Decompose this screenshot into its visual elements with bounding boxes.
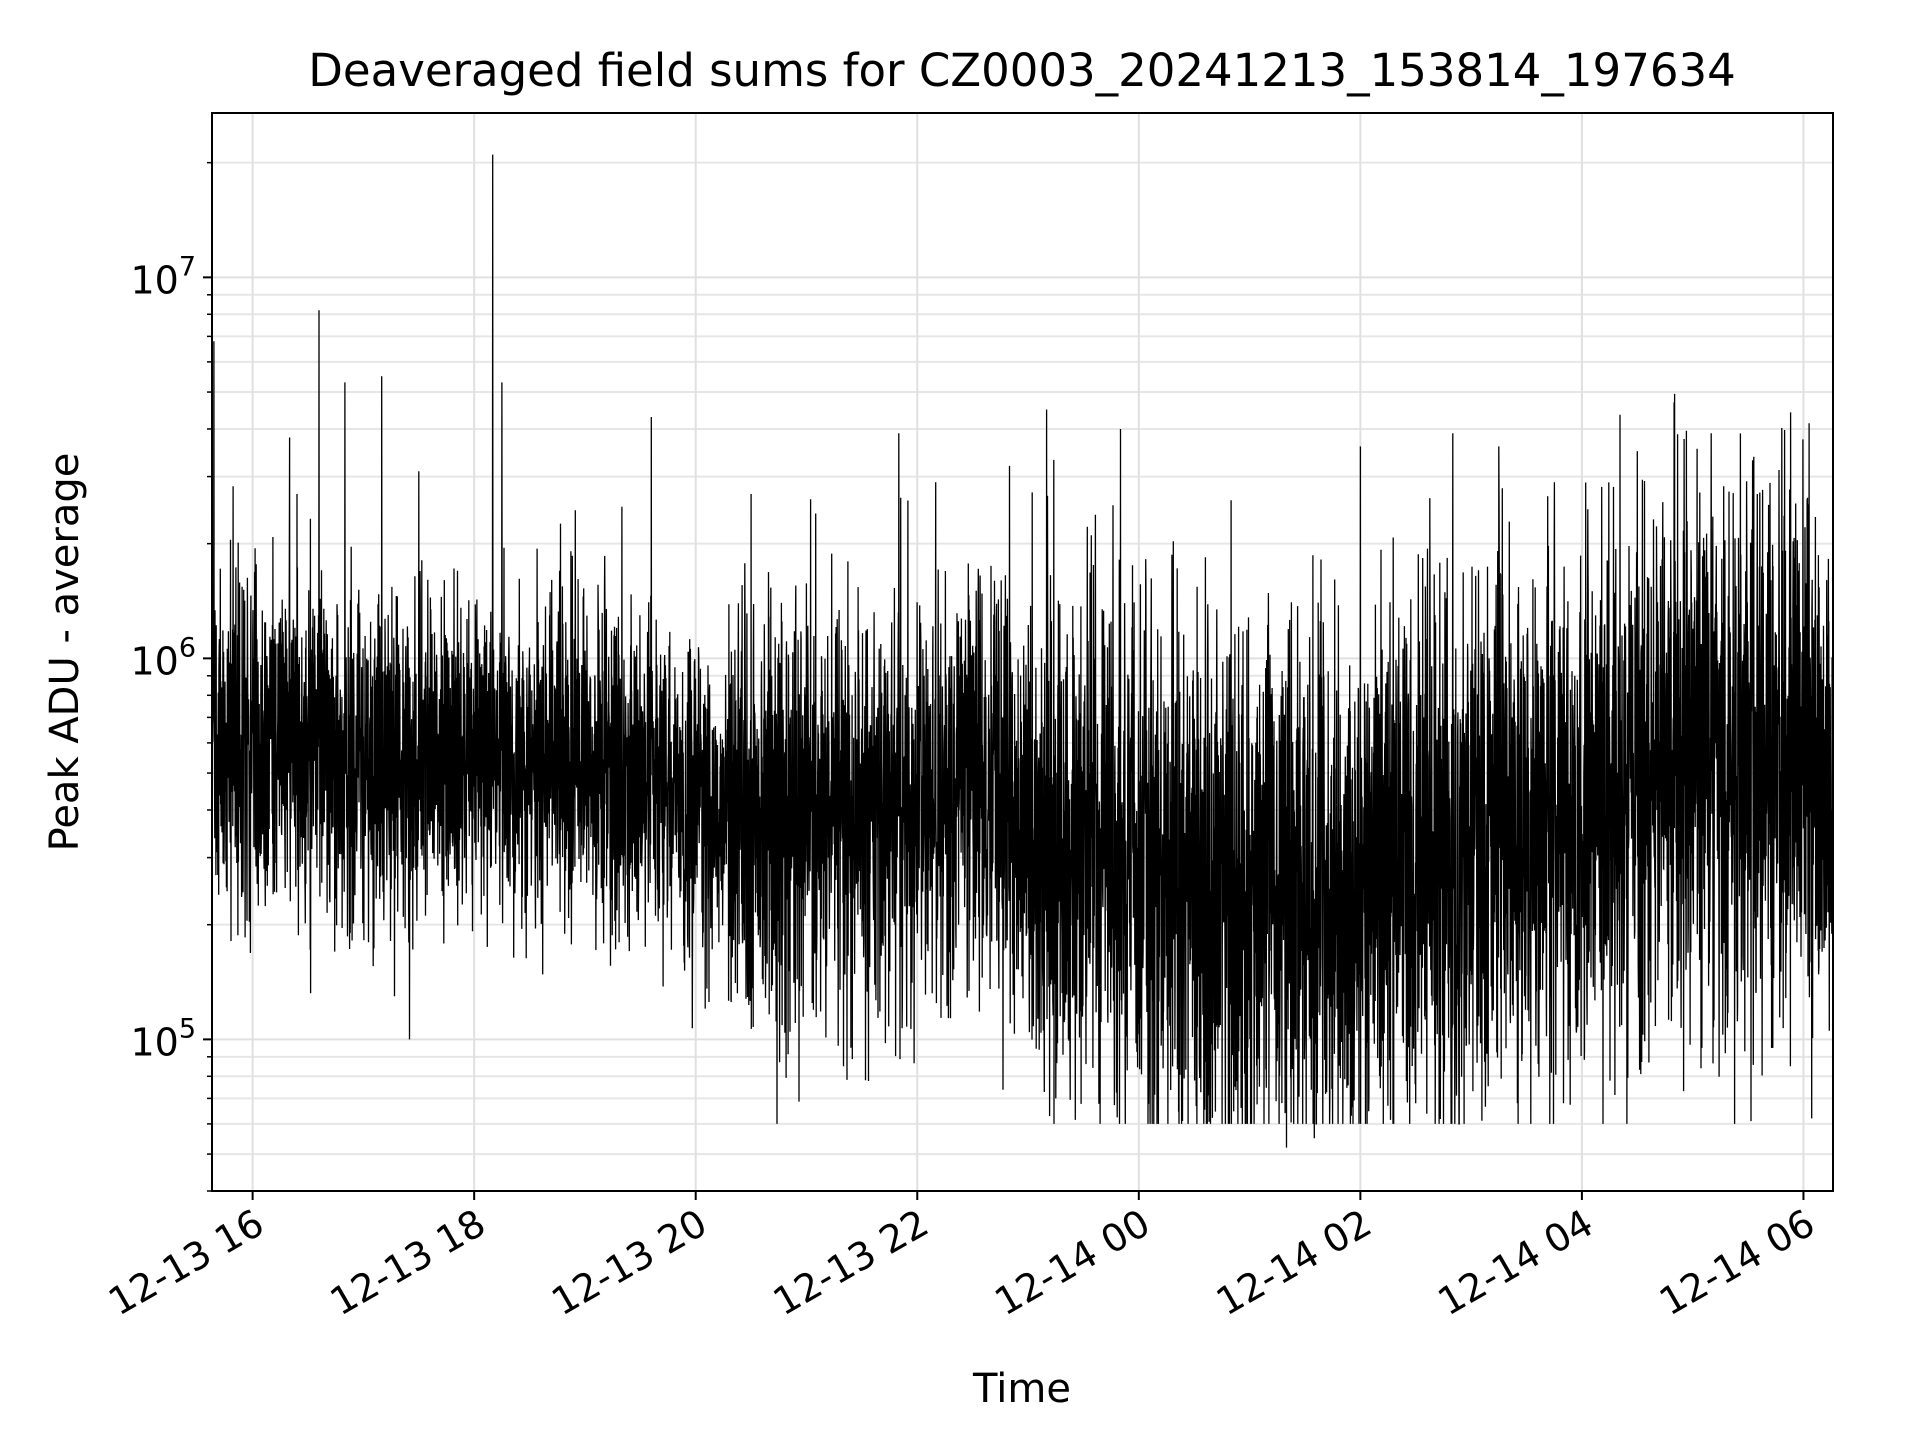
y-tick-label-base: 10: [130, 639, 178, 683]
chart-title: Deaveraged field sums for CZ0003_2024121…: [308, 44, 1735, 97]
y-tick-label: 106: [130, 632, 196, 683]
plot-frame: [211, 112, 1834, 1192]
y-tick-label-base: 10: [130, 258, 178, 302]
y-tick-label-exponent: 7: [179, 251, 196, 282]
series-line: [211, 154, 1834, 1148]
y-tick-label: 105: [130, 1013, 196, 1064]
series-path: [211, 154, 1834, 1148]
plot-area-background: [212, 113, 1833, 1191]
y-tick-label-base: 10: [130, 1020, 178, 1064]
y-tick-label: 107: [130, 251, 196, 302]
y-tick-label-exponent: 5: [179, 1013, 196, 1044]
x-axis-label: Time: [972, 1366, 1071, 1412]
y-axis-label: Peak ADU - average: [42, 453, 88, 852]
y-tick-label-exponent: 6: [179, 632, 196, 663]
